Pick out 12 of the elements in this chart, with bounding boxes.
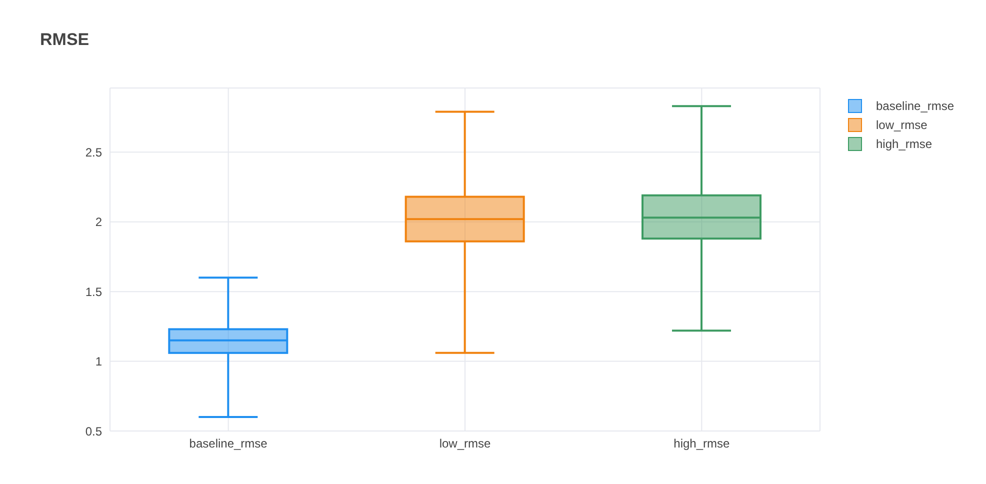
- legend-label: low_rmse: [876, 118, 928, 132]
- y-tick-label: 2: [95, 215, 102, 230]
- y-tick-label: 2.5: [85, 145, 102, 160]
- x-tick-label: low_rmse: [439, 436, 491, 451]
- y-tick-label: 1.5: [85, 284, 102, 299]
- chart-title: RMSE: [40, 30, 90, 50]
- legend-label: baseline_rmse: [876, 98, 954, 112]
- y-tick-label: 1: [95, 354, 102, 369]
- legend-label: high_rmse: [876, 136, 932, 150]
- y-tick-label: 0.5: [85, 424, 102, 438]
- x-tick-label: baseline_rmse: [189, 436, 268, 451]
- x-tick-label: high_rmse: [674, 436, 730, 451]
